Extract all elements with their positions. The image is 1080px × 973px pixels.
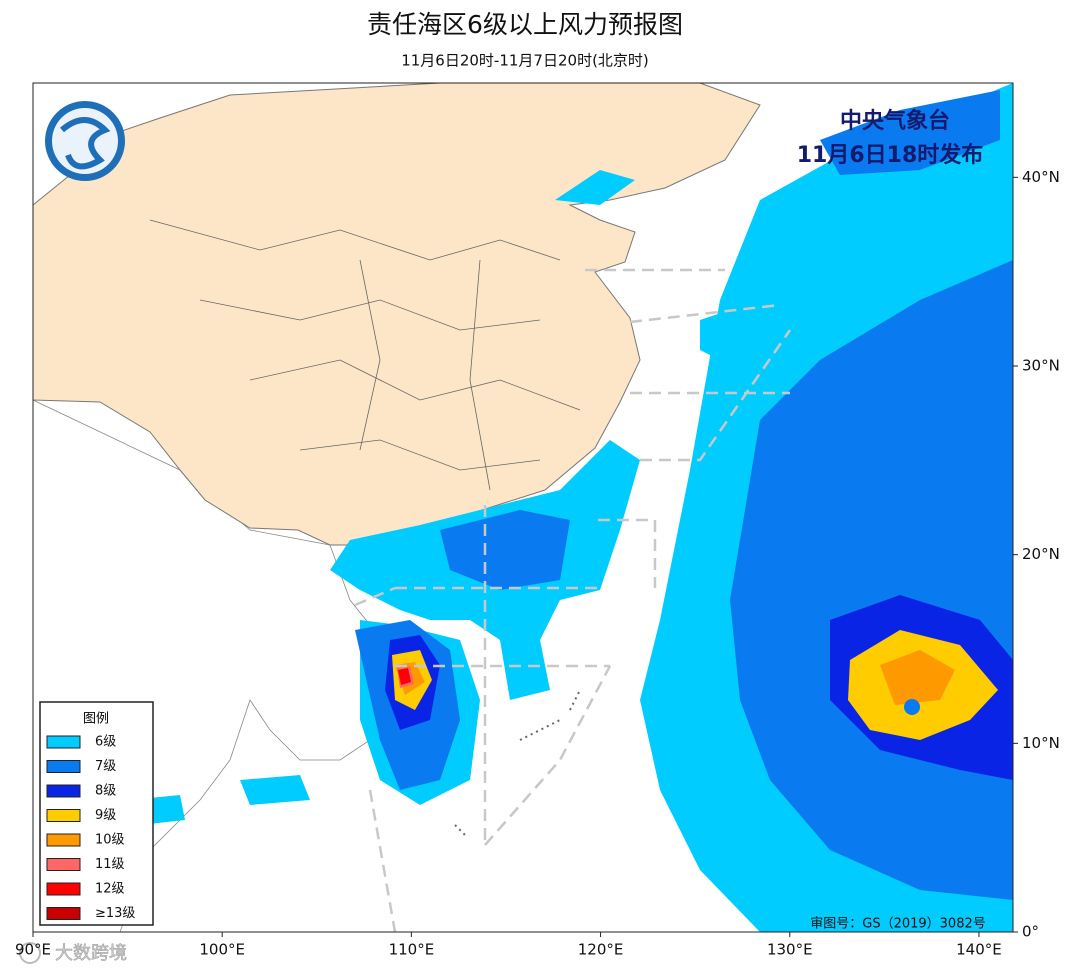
legend-label: ≥13级 (95, 906, 135, 921)
wind-area (440, 510, 570, 590)
x-tick-label: 130°E (767, 941, 813, 959)
agency: 中央气象台 (840, 108, 950, 134)
typhoon-eye (904, 699, 920, 715)
issue-time: 11月6日18时发布 (797, 142, 984, 168)
legend-label: 8级 (95, 784, 116, 799)
x-tick-label: 140°E (956, 941, 1002, 959)
y-tick-label: 20°N (1022, 545, 1060, 563)
legend-swatch (46, 882, 81, 896)
legend-swatch (46, 784, 81, 798)
legend-label: 10级 (95, 833, 125, 848)
wind-area (398, 668, 411, 685)
wind-area (700, 300, 790, 370)
y-tick-label: 30°N (1022, 357, 1060, 375)
map-body (33, 83, 1013, 932)
x-tick-label: 120°E (578, 941, 624, 959)
wind-area (880, 650, 955, 705)
watermark: 大数跨境 (55, 943, 127, 964)
legend-title: 图例 (83, 712, 109, 727)
y-tick-label: 10°N (1022, 734, 1060, 752)
legend-label: 6级 (95, 735, 116, 750)
legend-swatch (46, 809, 81, 822)
x-tick-label: 90°E (15, 941, 51, 959)
legend-label: 7级 (95, 759, 116, 774)
x-tick-label: 110°E (389, 941, 435, 959)
province-lines (149, 219, 581, 491)
legend: 图例 6级 7级 8级 9级 10级 11级 12级 ≥13级 (39, 701, 154, 926)
legend-swatch (46, 735, 81, 749)
sea-area-boundaries (354, 268, 792, 932)
legend-label: 12级 (95, 882, 125, 897)
y-tick-label: 40°N (1022, 168, 1060, 186)
legend-swatch (46, 833, 81, 847)
legend-swatch (46, 858, 81, 871)
y-tick-label: 0° (1022, 923, 1039, 941)
legend-label: 9级 (95, 808, 116, 823)
legend-swatch (46, 907, 81, 920)
islands (454, 689, 581, 836)
approval-number: 审图号：GS（2019）3082号 (810, 917, 986, 932)
watermark-icon (19, 942, 41, 964)
wind-areas (130, 83, 1013, 932)
title: 责任海区6级以上风力预报图 (367, 10, 683, 39)
wind-area (240, 775, 310, 805)
map-frame (32, 82, 1014, 933)
legend-label: 11级 (95, 857, 125, 872)
legend-swatch (46, 760, 81, 773)
subtitle: 11月6日20时-11月7日20时(北京时) (401, 52, 649, 70)
logo (45, 101, 125, 181)
wind-area (820, 90, 1000, 175)
wind-area (555, 170, 635, 205)
x-tick-label: 100°E (199, 941, 245, 959)
